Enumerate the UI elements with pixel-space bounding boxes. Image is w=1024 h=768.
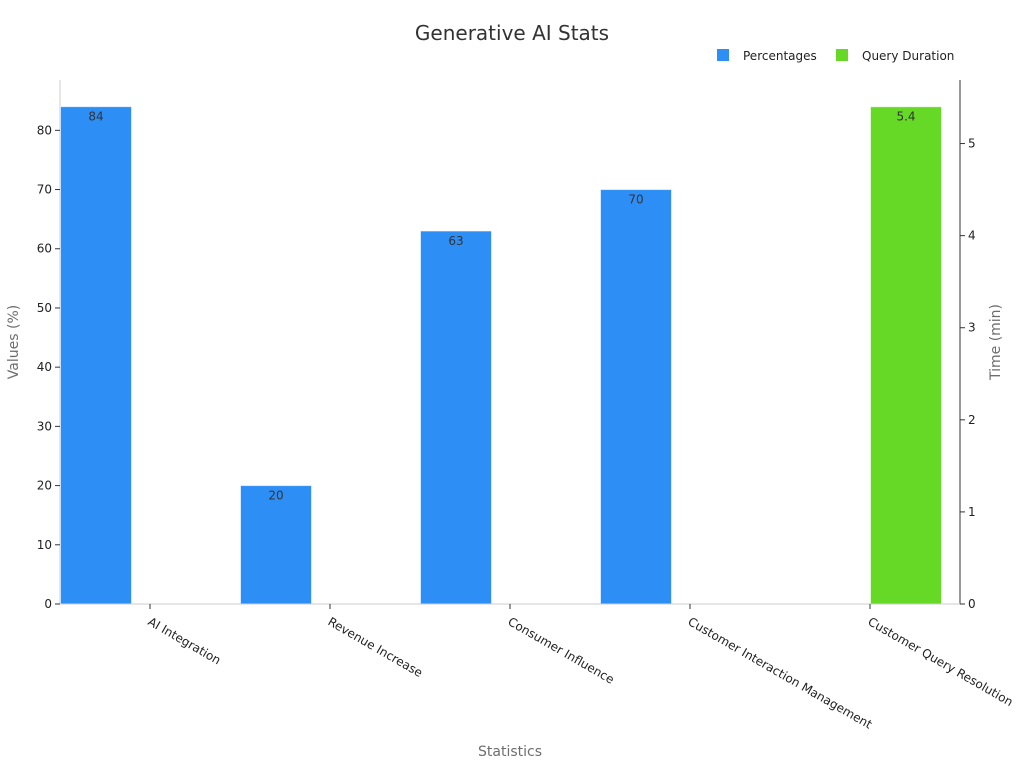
bar-value-label: 70 [628, 193, 643, 207]
bar-labels: 84 20 63 70 5.4 [88, 110, 915, 503]
right-axis: 0 1 2 3 4 5 [959, 80, 976, 611]
bar-value-label: 5.4 [896, 110, 915, 124]
legend-label: Query Duration [862, 49, 954, 63]
x-tick-label: Customer Query Resolution [866, 614, 1016, 709]
bar-value-label: 20 [268, 489, 283, 503]
y-tick-label: 30 [37, 419, 52, 433]
legend-swatch [717, 49, 729, 61]
legend-swatch [836, 49, 848, 61]
y-tick-label: 0 [44, 597, 52, 611]
x-axis-title: Statistics [478, 744, 542, 760]
bar-percentages [240, 485, 312, 605]
bar-percentages [600, 189, 672, 605]
y2-tick-label: 3 [968, 321, 976, 335]
bar-value-label: 84 [88, 110, 103, 124]
y2-tick-label: 1 [968, 505, 976, 519]
x-tick-label: Customer Interaction Management [686, 614, 875, 731]
y-tick-label: 50 [37, 301, 52, 315]
y-tick-label: 10 [37, 538, 52, 552]
bar-value-label: 63 [448, 234, 463, 248]
y2-tick-label: 5 [968, 137, 976, 151]
y-axis-title: Values (%) [6, 305, 22, 379]
y2-tick-label: 2 [968, 413, 976, 427]
y-tick-label: 80 [37, 123, 52, 137]
legend-label: Percentages [743, 49, 817, 63]
x-tick-label: Consumer Influence [506, 614, 617, 686]
chart-title: Generative AI Stats [415, 21, 609, 45]
bar-query-duration [870, 106, 942, 605]
y-tick-label: 60 [37, 242, 52, 256]
y2-axis-title: Time (min) [988, 304, 1004, 381]
y-tick-label: 20 [37, 479, 52, 493]
bar-percentages [420, 230, 492, 605]
y2-tick-label: 0 [968, 597, 976, 611]
x-axis: AI Integration Revenue Increase Consumer I… [60, 603, 1016, 732]
y-tick-label: 70 [37, 183, 52, 197]
left-axis: 0 10 20 30 40 50 60 70 80 [37, 80, 61, 611]
bar-percentages [60, 106, 132, 605]
bars [60, 106, 942, 605]
y-tick-label: 40 [37, 360, 52, 374]
legend: Percentages Query Duration [717, 49, 954, 63]
y2-tick-label: 4 [968, 229, 976, 243]
x-tick-label: AI Integration [146, 614, 224, 667]
x-tick-label: Revenue Increase [326, 614, 426, 680]
